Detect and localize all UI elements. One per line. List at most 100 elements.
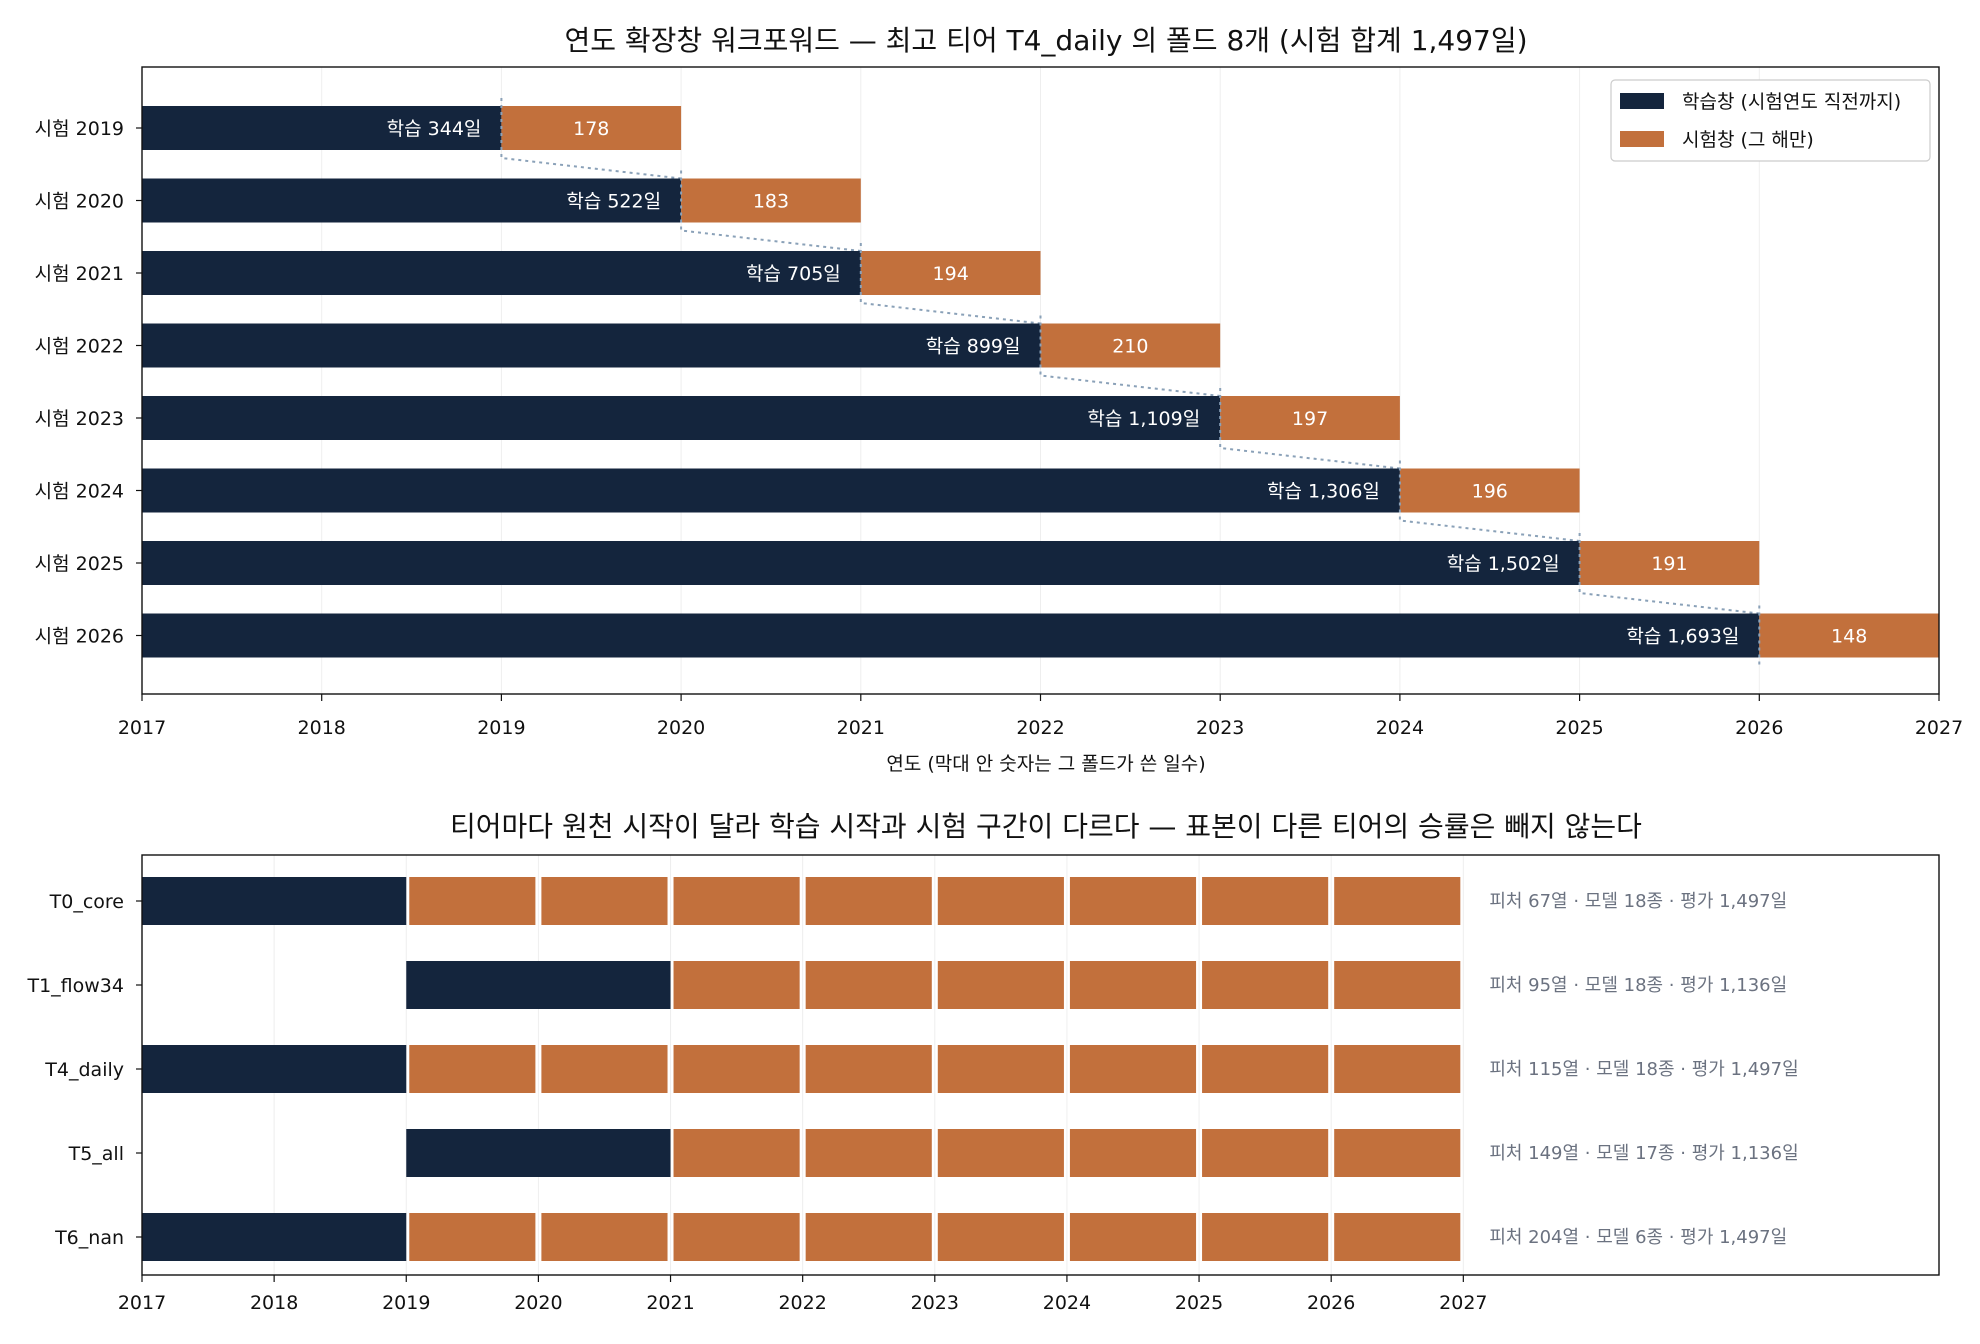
tier-test-bar: [805, 1129, 932, 1177]
fold-label: 시험 2019: [35, 118, 124, 140]
tier-test-bar: [1334, 961, 1461, 1009]
tier-label: T4_daily: [44, 1059, 124, 1081]
x-tick-label: 2021: [646, 1292, 694, 1314]
tier-test-bar: [1202, 1129, 1329, 1177]
test-bar: [501, 106, 682, 150]
tier-note: 피처 67열 · 모델 18종 · 평가 1,497일: [1489, 891, 1787, 912]
tier-test-bar: [805, 1213, 932, 1261]
test-days-label: 194: [933, 263, 969, 285]
tier-test-bar: [409, 1045, 536, 1093]
tier-label: T5_all: [68, 1143, 124, 1165]
x-axis-label: 연도 (막대 안 숫자는 그 폴드가 쓴 일수): [886, 753, 1205, 775]
test-bar: [1040, 323, 1221, 368]
train-bar: [142, 178, 682, 223]
test-bar: [1399, 468, 1580, 513]
tier-train-bar: [406, 1129, 671, 1177]
x-tick-label: 2025: [1555, 717, 1603, 739]
test-days-label: 196: [1472, 481, 1508, 503]
tier-test-bar: [541, 877, 668, 925]
tier-test-bar: [1069, 1129, 1197, 1177]
legend-swatch: [1620, 131, 1664, 147]
train-days-label: 학습 705일: [746, 263, 841, 285]
plot-frame: [141, 854, 1940, 1276]
fold-label: 시험 2020: [35, 191, 124, 213]
tier-panel: 2017 2018 2019 2020 2021 2022 2023 2024 2025 2026…: [26, 854, 1940, 1314]
x-tick-label: 2023: [1196, 717, 1244, 739]
test-days-label: 178: [573, 118, 609, 140]
legend-label: 시험창 (그 해만): [1682, 129, 1814, 151]
tier-test-bar: [1334, 1129, 1461, 1177]
tier-note: 피처 204열 · 모델 6종 · 평가 1,497일: [1489, 1227, 1787, 1248]
train-days-label: 학습 1,502일: [1447, 553, 1560, 575]
fold-label: 시험 2021: [35, 263, 124, 285]
tier-test-bar: [1334, 1213, 1461, 1261]
tier-test-bar: [937, 1045, 1064, 1093]
tier-test-bar: [1069, 1045, 1197, 1093]
tier-test-bar: [937, 877, 1064, 925]
x-tick-label: 2026: [1307, 1292, 1355, 1314]
x-tick-label: 2021: [837, 717, 885, 739]
x-tick-label: 2017: [118, 717, 166, 739]
tier-test-bar: [1202, 961, 1329, 1009]
x-tick-label: 2018: [298, 717, 346, 739]
tier-test-bar: [937, 961, 1064, 1009]
tier-test-bar: [937, 1213, 1064, 1261]
train-bar: [142, 251, 861, 295]
test-days-label: 191: [1651, 553, 1687, 575]
tier-label: T1_flow34: [26, 975, 124, 997]
x-tick-label: 2020: [514, 1292, 562, 1314]
x-tick-label: 2019: [382, 1292, 430, 1314]
chart-title-2: 티어마다 원천 시작이 달라 학습 시작과 시험 구간이 다르다 — 표본이 다…: [450, 810, 1642, 843]
train-days-label: 학습 344일: [387, 118, 482, 140]
tier-test-bar: [1069, 877, 1197, 925]
train-days-label: 학습 1,693일: [1626, 626, 1739, 648]
fold-label: 시험 2024: [35, 481, 124, 503]
test-days-label: 197: [1292, 408, 1328, 430]
test-days-label: 210: [1112, 336, 1148, 358]
tier-label: T6_nan: [54, 1227, 124, 1249]
train-bar: [142, 396, 1221, 440]
tier-label: T0_core: [49, 891, 124, 913]
test-bar: [1759, 613, 1939, 658]
tier-test-bar: [409, 877, 536, 925]
tier-test-bar: [805, 1045, 932, 1093]
train-days-label: 학습 1,109일: [1087, 408, 1200, 430]
tier-test-bar: [673, 1045, 800, 1093]
tier-train-bar: [406, 961, 671, 1009]
tier-note: 피처 149열 · 모델 17종 · 평가 1,136일: [1489, 1143, 1798, 1164]
train-days-label: 학습 522일: [566, 191, 661, 213]
tier-test-bar: [673, 1213, 800, 1261]
tier-test-bar: [1334, 1045, 1461, 1093]
legend-box: [1610, 79, 1931, 162]
test-bar: [1579, 541, 1760, 585]
legend: 학습창 (시험연도 직전까지) 시험창 (그 해만): [1610, 79, 1931, 162]
train-bar: [142, 106, 502, 150]
x-tick-label: 2019: [477, 717, 525, 739]
tier-test-bar: [673, 1129, 800, 1177]
tier-train-bar: [142, 877, 407, 925]
fold-label: 시험 2022: [35, 336, 124, 358]
test-days-label: 183: [753, 191, 789, 213]
x-tick-label: 2027: [1915, 717, 1963, 739]
tier-test-bar: [1334, 877, 1461, 925]
test-bar: [681, 178, 861, 223]
x-tick-label: 2026: [1735, 717, 1783, 739]
tier-test-bar: [937, 1129, 1064, 1177]
x-tick-label: 2022: [1016, 717, 1064, 739]
test-days-label: 148: [1831, 626, 1867, 648]
tier-test-bar: [805, 961, 932, 1009]
tier-test-bar: [541, 1213, 668, 1261]
x-tick-label: 2024: [1376, 717, 1424, 739]
x-tick-label: 2024: [1043, 1292, 1091, 1314]
test-bar: [860, 251, 1041, 295]
tier-train-bar: [142, 1045, 407, 1093]
chart-title-1: 연도 확장창 워크포워드 — 최고 티어 T4_daily 의 폴드 8개 (시…: [564, 24, 1527, 57]
x-tick-label: 2022: [778, 1292, 826, 1314]
tier-test-bar: [541, 1045, 668, 1093]
train-bar: [142, 323, 1041, 368]
tier-note: 피처 95열 · 모델 18종 · 평가 1,136일: [1489, 975, 1787, 996]
walk-forward-panel: 2017 2018 2019 2020 2021 2022 2023 2024 2025 2026…: [35, 66, 1963, 739]
plot-frame: [141, 66, 1940, 695]
